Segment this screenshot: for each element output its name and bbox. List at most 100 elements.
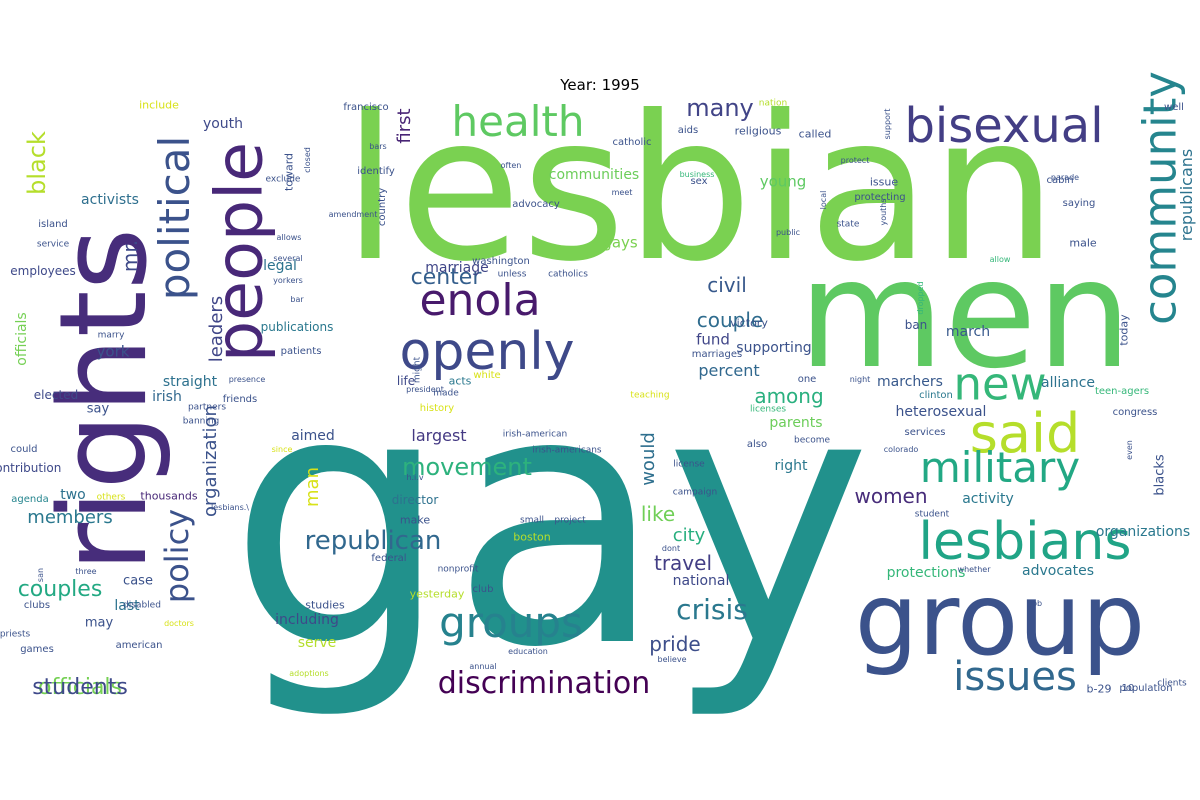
- word-nation: nation: [758, 98, 788, 109]
- word-one: one: [797, 374, 817, 385]
- word-today: today: [1117, 314, 1131, 346]
- word-lesbians: lesbians: [918, 512, 1132, 572]
- word-h-i-v: h.i.v: [406, 473, 424, 482]
- word-man: man: [302, 467, 323, 507]
- word-organizations: organizations: [1095, 524, 1191, 540]
- word-heterosexual: heterosexual: [895, 404, 987, 420]
- word-movement: movement: [402, 453, 532, 481]
- word-civil: civil: [707, 273, 747, 297]
- word-even: even: [1125, 440, 1134, 460]
- word-director: director: [391, 493, 439, 507]
- word-clients: clients: [1157, 678, 1187, 689]
- word-among: among: [754, 384, 824, 408]
- word-teen-agers: teen-agers: [1094, 386, 1150, 397]
- word-march: march: [945, 324, 991, 340]
- word-also: also: [746, 439, 768, 450]
- word-exclude: exclude: [265, 174, 301, 185]
- word-made: made: [433, 388, 459, 399]
- word-studies: studies: [305, 598, 345, 612]
- word-several: several: [273, 254, 303, 263]
- word-business: business: [679, 170, 715, 179]
- word-health: health: [451, 97, 585, 146]
- word-cabin: cabin: [1046, 175, 1074, 186]
- word-francisco: francisco: [343, 102, 389, 113]
- word-presence: presence: [228, 375, 266, 384]
- word-project: project: [554, 515, 586, 526]
- word-identify: identify: [357, 166, 395, 177]
- word-publications: publications: [260, 320, 334, 334]
- word-support: support: [883, 108, 892, 140]
- word-including: including: [275, 612, 339, 628]
- word-protecting: protecting: [854, 192, 906, 203]
- word-said: said: [969, 402, 1081, 465]
- word-issues: issues: [953, 654, 1077, 700]
- word-supporting: supporting: [736, 340, 812, 356]
- word-state: state: [836, 219, 860, 230]
- word-parents: parents: [769, 415, 823, 431]
- word-officials: officials: [38, 675, 122, 700]
- word-ban: ban: [904, 318, 928, 332]
- word-would: would: [638, 432, 659, 486]
- word-annual: annual: [469, 662, 497, 671]
- word-washington: washington: [472, 256, 530, 267]
- word-advocates: advocates: [1022, 563, 1094, 579]
- word-b-29: b-29: [1086, 682, 1112, 696]
- word-discrimination: discrimination: [437, 666, 651, 701]
- word-closed: closed: [303, 147, 312, 173]
- word-like: like: [640, 502, 676, 526]
- word-black: black: [23, 131, 51, 195]
- word-local: local: [819, 190, 828, 210]
- word-openly: openly: [399, 322, 575, 382]
- word-elected: elected: [33, 388, 79, 402]
- word-others: others: [96, 492, 126, 503]
- word-allow: allow: [989, 255, 1011, 264]
- word-youth: youth: [202, 116, 244, 132]
- word-male: male: [1069, 236, 1097, 250]
- word-blacks: blacks: [1152, 454, 1168, 496]
- word-congress: congress: [1112, 407, 1158, 418]
- word-first: first: [394, 108, 415, 144]
- word-serve: serve: [297, 635, 337, 651]
- word-men: men: [798, 228, 1132, 402]
- word-president: president: [406, 385, 444, 394]
- word-national: national: [672, 573, 730, 589]
- word-students: students: [32, 675, 128, 700]
- word-groups: groups: [439, 598, 583, 647]
- word-center: center: [410, 265, 482, 290]
- word-religious: religious: [734, 124, 782, 138]
- word-communities: communities: [548, 167, 640, 183]
- word-straight: straight: [162, 374, 218, 390]
- word-marriages: marriages: [691, 349, 743, 360]
- word-student: student: [914, 509, 950, 520]
- word-federal: federal: [371, 553, 407, 564]
- word-might: might: [412, 356, 423, 384]
- word-education: education: [508, 647, 548, 656]
- word-gays: gays: [602, 233, 638, 252]
- word-military: military: [919, 443, 1081, 492]
- word-irish-americans: irish-americans: [532, 445, 602, 456]
- word-history: history: [419, 403, 455, 414]
- word-advocacy: advocacy: [512, 199, 560, 210]
- word-marry: marry: [97, 330, 125, 341]
- word-yesterday: yesterday: [409, 587, 465, 601]
- word-catholics: catholics: [548, 269, 588, 280]
- word-licenses: licenses: [749, 404, 787, 415]
- word-activity: activity: [962, 491, 1014, 507]
- word-dropped: dropped: [916, 281, 925, 315]
- word-job: job: [1029, 599, 1043, 608]
- word-gay: gay: [228, 316, 872, 724]
- word-agenda: agenda: [11, 494, 49, 505]
- word-island: island: [38, 219, 68, 230]
- word-partners: partners: [187, 402, 227, 413]
- word-thousands: thousands: [140, 489, 198, 503]
- word-patients: patients: [280, 346, 322, 357]
- word-political: political: [150, 135, 199, 301]
- word-city: city: [672, 525, 706, 546]
- word-two: two: [60, 487, 86, 503]
- word-service: service: [36, 239, 70, 250]
- word-catholic: catholic: [612, 137, 652, 148]
- word-last: last: [114, 598, 140, 614]
- word-travel: travel: [653, 551, 713, 575]
- word-allows: allows: [276, 233, 302, 242]
- word-include: include: [139, 98, 179, 112]
